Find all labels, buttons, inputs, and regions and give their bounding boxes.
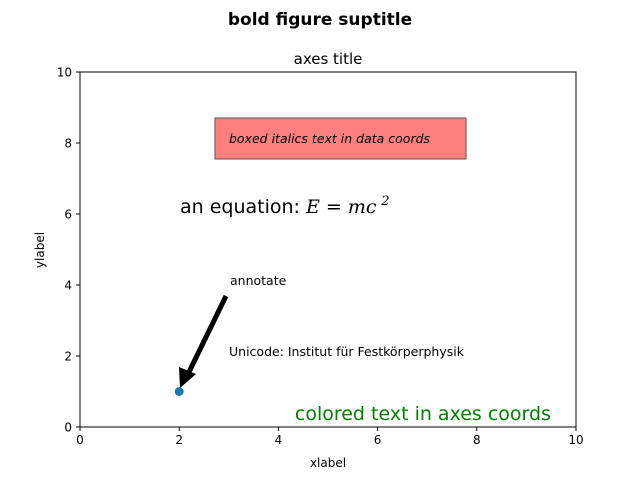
boxed-text-background (214, 117, 467, 160)
y-tick-label: 4 (64, 279, 72, 293)
x-tick-label: 10 (568, 433, 583, 447)
x-axis-ticks: 0 2 4 6 8 10 (76, 427, 584, 447)
equation-superscript: 2 (380, 194, 389, 209)
x-axis-label: xlabel (310, 456, 346, 470)
y-tick-label: 6 (64, 208, 72, 222)
axes-title: axes title (294, 50, 363, 68)
scatter-point (174, 387, 184, 396)
plot-frame (79, 71, 577, 428)
equation-prefix: an equation: (180, 196, 306, 218)
x-tick-label: 0 (76, 433, 84, 447)
y-tick-label: 10 (57, 66, 72, 80)
boxed-italic-text: boxed italics text in data coords (229, 131, 431, 146)
x-tick-label: 2 (175, 433, 183, 447)
y-tick-label: 8 (64, 137, 72, 151)
unicode-text: Unicode: Institut für Festkörperphysik (229, 344, 465, 359)
equation-math: E = mc (305, 196, 377, 218)
colored-text: colored text in axes coords (295, 403, 551, 425)
figure-suptitle: bold figure suptitle (228, 10, 412, 30)
scatter-points (174, 387, 184, 396)
annotation-arrow-shaft (186, 294, 229, 374)
y-tick-label: 2 (64, 350, 72, 364)
annotate-label: annotate (230, 273, 287, 288)
annotation-arrow-head (179, 367, 196, 388)
x-tick-label: 8 (473, 433, 481, 447)
y-axis-ticks: 0 2 4 6 8 10 (57, 66, 80, 435)
y-tick-label: 0 (64, 421, 72, 435)
y-axis-label: ylabel (33, 232, 47, 268)
x-tick-label: 6 (374, 433, 382, 447)
x-tick-label: 4 (275, 433, 283, 447)
equation-text: an equation: E = mc 2 (180, 194, 390, 218)
